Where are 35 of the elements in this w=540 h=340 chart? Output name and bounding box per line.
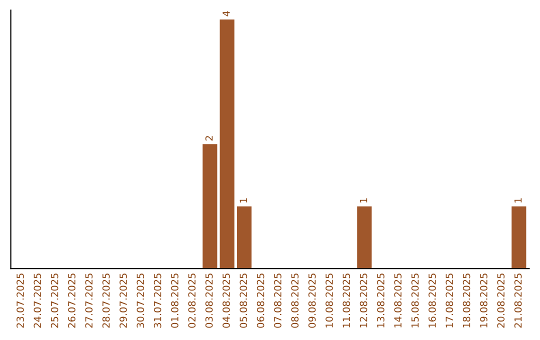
x-tick-label: 19.08.2025	[480, 274, 488, 328]
x-tick-label: 27.07.2025	[85, 274, 93, 328]
x-tick-label: 13.08.2025	[377, 274, 384, 328]
x-tick-label: 25.07.2025	[50, 274, 58, 328]
x-tick-label: 15.08.2025	[411, 274, 419, 328]
x-tick-label: 29.07.2025	[120, 274, 127, 328]
x-tick-label: 28.07.2025	[102, 274, 110, 328]
x-tick-label: 24.07.2025	[34, 274, 42, 328]
x-tick-label: 20.08.2025	[497, 274, 505, 328]
x-tick-label: 21.08.2025	[514, 274, 522, 328]
x-tick-label: 02.08.2025	[188, 274, 196, 328]
x-tick-label: 03.08.2025	[205, 274, 213, 328]
data-label: 1	[360, 198, 368, 202]
x-tick-label: 07.08.2025	[274, 274, 282, 328]
x-tick-label: 31.07.2025	[154, 274, 162, 328]
x-tick-label: 08.08.2025	[291, 274, 299, 328]
data-label: 4	[222, 11, 230, 16]
data-label: 1	[240, 198, 247, 202]
x-tick-label: 01.08.2025	[171, 274, 178, 328]
x-tick-label: 16.08.2025	[428, 274, 436, 328]
x-tick-label: 05.08.2025	[240, 274, 248, 328]
x-tick-label: 06.08.2025	[256, 274, 264, 328]
data-label: 1	[514, 198, 522, 202]
x-tick-label: 18.08.2025	[462, 274, 470, 328]
x-tick-label: 12.08.2025	[360, 274, 368, 328]
x-tick-label: 23.07.2025	[16, 274, 24, 328]
x-tick-label: 17.08.2025	[446, 274, 454, 328]
x-tick-label: 30.07.2025	[136, 274, 144, 328]
x-tick-label: 14.08.2025	[394, 274, 402, 328]
x-tick-label: 26.07.2025	[68, 274, 76, 328]
x-tick-label: 09.08.2025	[308, 274, 316, 328]
x-tick-label: 10.08.2025	[326, 274, 333, 328]
x-tick-label: 11.08.2025	[342, 274, 350, 328]
x-tick-label: 04.08.2025	[222, 274, 230, 328]
data-label: 2	[205, 136, 213, 141]
